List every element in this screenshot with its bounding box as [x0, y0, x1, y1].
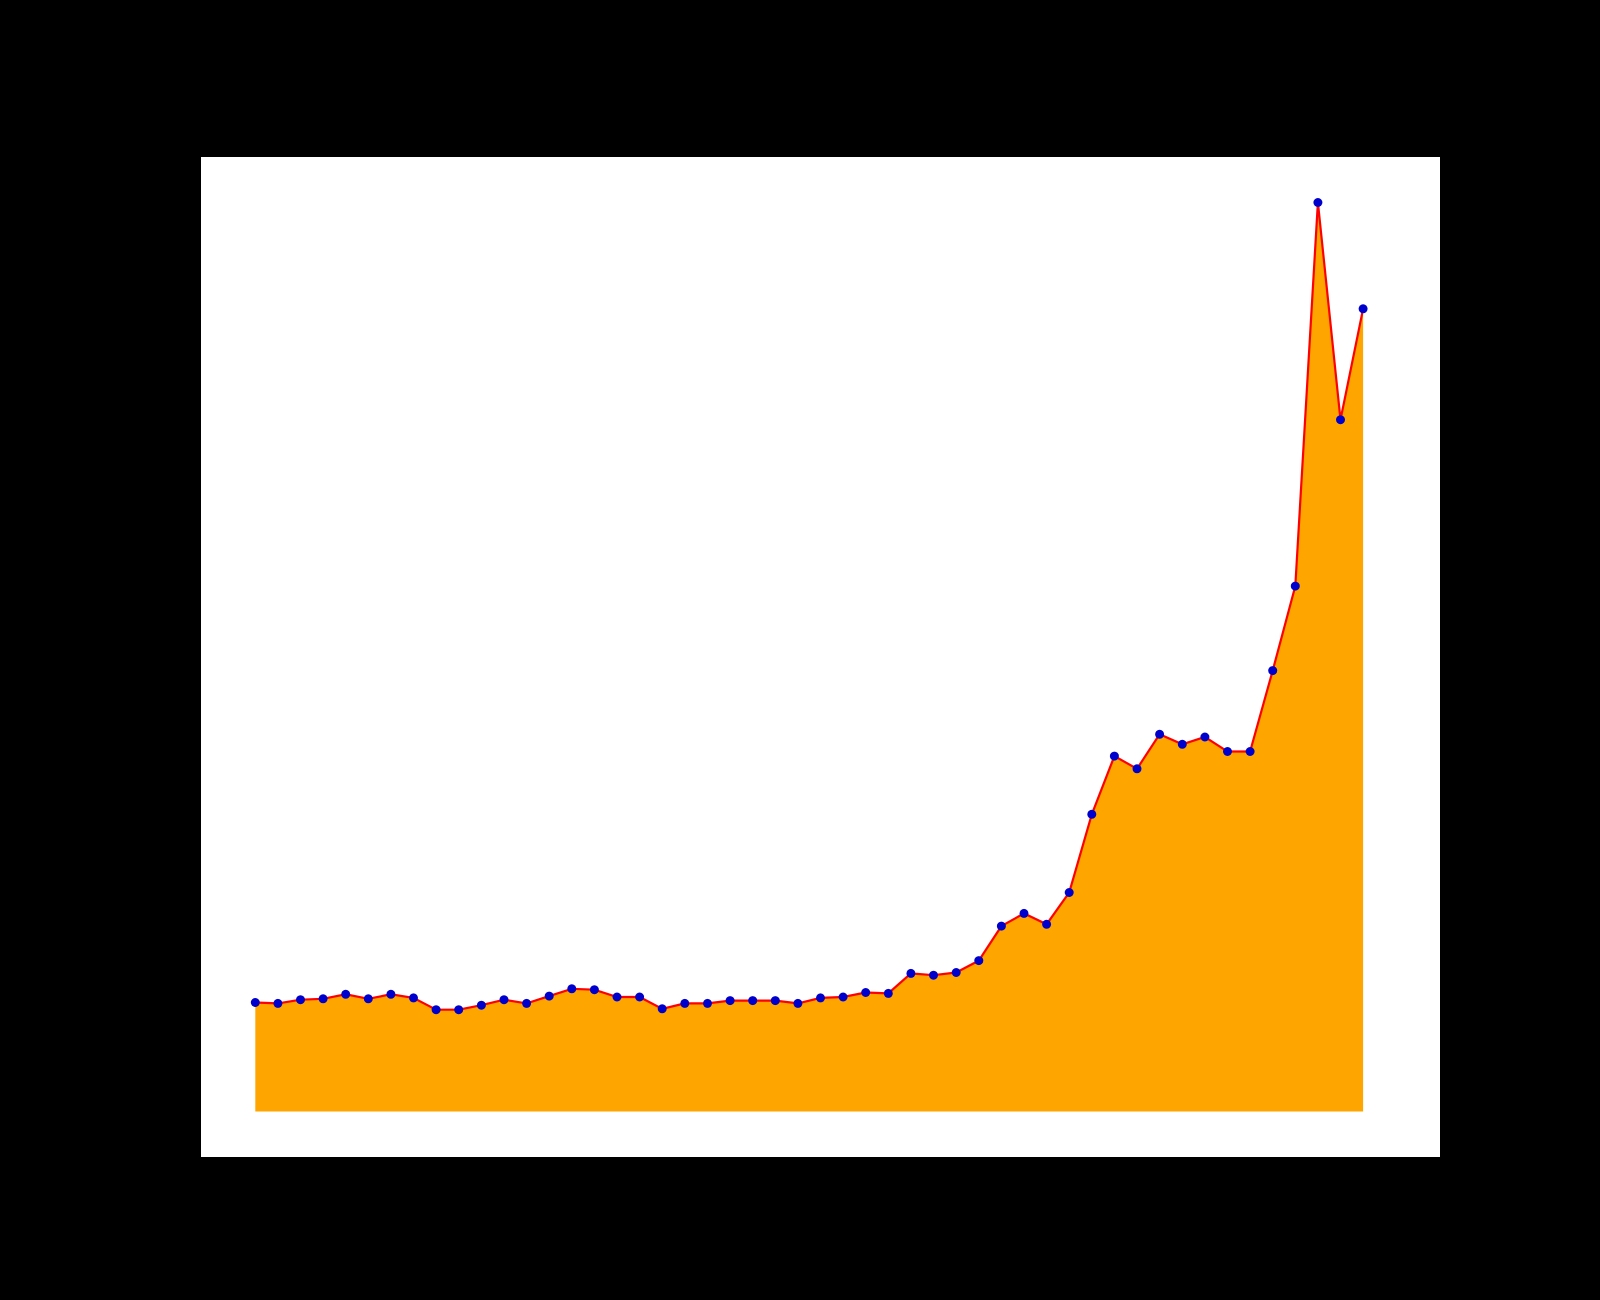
- data-point-11: [476, 1000, 486, 1010]
- data-point-28: [861, 988, 871, 997]
- data-point-4: [318, 994, 328, 1004]
- data-point-1: [250, 998, 260, 1007]
- data-point-12: [499, 995, 509, 1005]
- data-point-15: [567, 984, 577, 994]
- data-point-24: [770, 996, 780, 1006]
- data-point-17: [612, 992, 622, 1002]
- data-point-26: [816, 993, 825, 1003]
- data-point-8: [409, 993, 418, 1003]
- data-point-29: [883, 988, 893, 998]
- data-point-45: [1245, 747, 1255, 756]
- data-point-50: [1358, 304, 1368, 314]
- data-point-21: [703, 998, 712, 1008]
- data-point-41: [1155, 729, 1165, 739]
- data-point-2: [273, 998, 283, 1008]
- data-point-6: [363, 994, 373, 1004]
- data-point-42: [1177, 739, 1187, 749]
- data-point-35: [1019, 908, 1029, 918]
- data-point-44: [1223, 747, 1232, 756]
- data-point-46: [1268, 666, 1278, 676]
- data-point-19: [657, 1004, 667, 1014]
- data-point-43: [1200, 732, 1210, 742]
- data-point-22: [725, 996, 735, 1006]
- data-point-3: [296, 995, 305, 1005]
- data-point-27: [838, 992, 848, 1002]
- data-point-49: [1336, 415, 1345, 425]
- data-point-47: [1290, 581, 1300, 591]
- data-point-9: [431, 1005, 441, 1015]
- data-point-37: [1064, 888, 1074, 897]
- data-point-18: [635, 992, 645, 1002]
- data-point-38: [1087, 809, 1097, 819]
- chart-marks: [250, 198, 1368, 1112]
- data-point-36: [1042, 919, 1052, 929]
- data-point-34: [996, 921, 1006, 931]
- data-point-30: [906, 968, 916, 978]
- data-point-31: [929, 970, 938, 980]
- data-point-25: [793, 998, 803, 1008]
- data-point-5: [341, 989, 351, 999]
- data-point-10: [454, 1005, 464, 1015]
- data-point-20: [680, 998, 690, 1008]
- data-point-23: [748, 996, 758, 1006]
- data-point-13: [522, 998, 532, 1008]
- data-point-39: [1109, 751, 1119, 761]
- data-point-32: [951, 968, 961, 977]
- data-point-14: [544, 991, 554, 1001]
- data-point-16: [589, 985, 599, 995]
- data-point-7: [386, 989, 396, 999]
- data-point-40: [1132, 764, 1142, 774]
- data-point-33: [974, 956, 984, 966]
- area-fill: [255, 202, 1364, 1112]
- data-point-48: [1313, 198, 1323, 207]
